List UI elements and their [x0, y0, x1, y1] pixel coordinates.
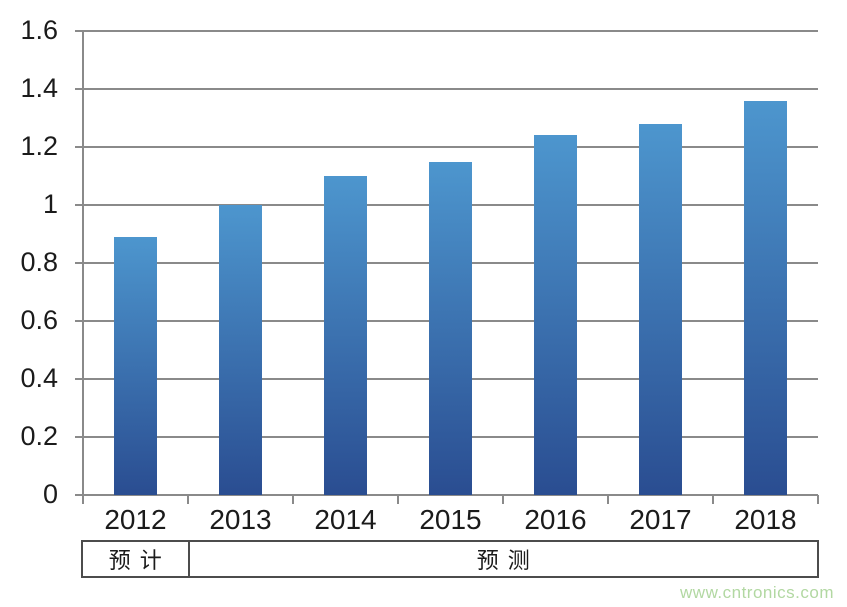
x-tick-label: 2016: [524, 504, 587, 535]
x-tick-label: 2015: [419, 504, 482, 535]
y-tick-label: 0.8: [20, 246, 58, 277]
x-axis-tick: [502, 495, 504, 504]
x-tick-label: 2014: [314, 504, 377, 535]
x-axis-tick: [187, 495, 189, 504]
y-tick-label: 0: [42, 478, 58, 509]
bar: [744, 100, 787, 495]
x-tick-label: 2012: [104, 504, 167, 535]
y-tick-label: 0.2: [20, 420, 58, 451]
x-tick-label: 2013: [209, 504, 272, 535]
bar: [429, 161, 472, 495]
annotation-cell: 预测: [187, 542, 817, 576]
bar: [219, 205, 262, 495]
y-tick-label: 1.2: [20, 130, 58, 161]
gridline: [75, 30, 818, 32]
bar: [114, 236, 157, 495]
x-tick-label: 2018: [734, 504, 797, 535]
gridline: [75, 146, 818, 148]
bar: [639, 123, 682, 495]
x-axis-tick: [712, 495, 714, 504]
gridline: [75, 88, 818, 90]
bar: [324, 176, 367, 495]
y-axis-line: [82, 30, 84, 496]
annotation-cell: 预计: [108, 548, 171, 573]
x-tick-label: 2017: [629, 504, 692, 535]
y-tick-label: 0.4: [20, 362, 58, 393]
watermark: www.cntronics.com: [680, 583, 834, 602]
y-tick-label: 1.4: [20, 72, 58, 103]
x-axis-tick: [817, 495, 819, 504]
y-tick-label: 1: [42, 188, 58, 219]
x-axis-tick: [397, 495, 399, 504]
annotation-table: 预计 预测: [81, 540, 819, 578]
x-axis-tick: [607, 495, 609, 504]
bar: [534, 135, 577, 495]
x-axis-tick: [292, 495, 294, 504]
x-axis-tick: [82, 495, 84, 504]
gridline: [75, 494, 818, 496]
y-tick-label: 1.6: [20, 14, 58, 45]
y-tick-label: 0.6: [20, 304, 58, 335]
